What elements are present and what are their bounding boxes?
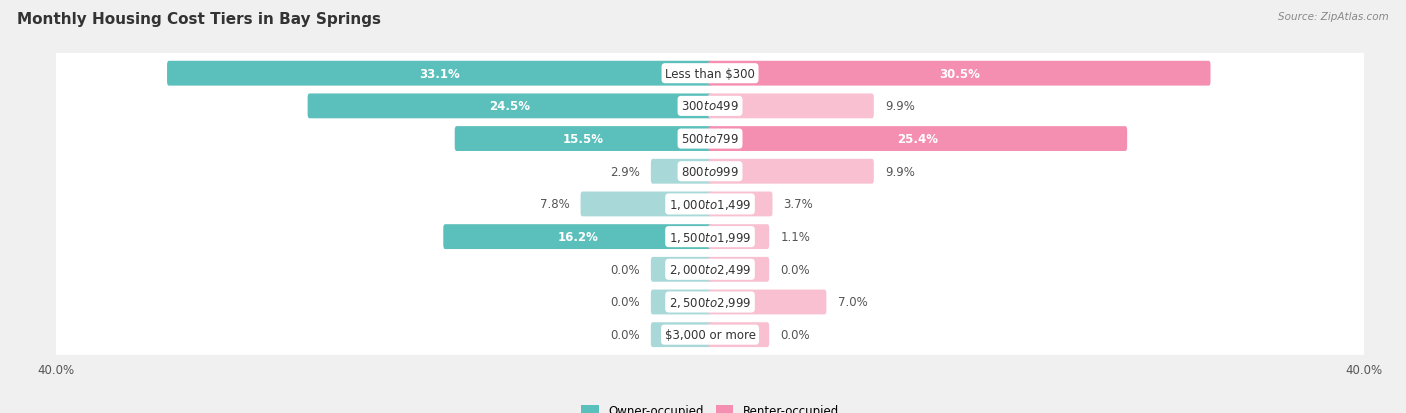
FancyBboxPatch shape: [651, 323, 711, 347]
FancyBboxPatch shape: [454, 127, 711, 152]
Text: $800 to $999: $800 to $999: [681, 165, 740, 178]
FancyBboxPatch shape: [709, 159, 873, 184]
Text: 3.7%: 3.7%: [783, 198, 813, 211]
Text: $300 to $499: $300 to $499: [681, 100, 740, 113]
Text: $3,000 or more: $3,000 or more: [665, 328, 755, 341]
Text: 16.2%: 16.2%: [557, 230, 598, 244]
FancyBboxPatch shape: [581, 192, 711, 217]
FancyBboxPatch shape: [308, 94, 711, 119]
FancyBboxPatch shape: [53, 282, 1367, 323]
FancyBboxPatch shape: [709, 192, 772, 217]
FancyBboxPatch shape: [53, 249, 1367, 290]
Text: $2,000 to $2,499: $2,000 to $2,499: [669, 263, 751, 277]
FancyBboxPatch shape: [709, 257, 769, 282]
Text: 30.5%: 30.5%: [939, 68, 980, 81]
Text: 9.9%: 9.9%: [884, 100, 915, 113]
Text: $1,000 to $1,499: $1,000 to $1,499: [669, 197, 751, 211]
FancyBboxPatch shape: [709, 225, 769, 249]
Text: 0.0%: 0.0%: [610, 296, 640, 309]
FancyBboxPatch shape: [53, 152, 1367, 192]
FancyBboxPatch shape: [167, 62, 711, 86]
FancyBboxPatch shape: [709, 94, 873, 119]
FancyBboxPatch shape: [53, 119, 1367, 159]
Text: $1,500 to $1,999: $1,500 to $1,999: [669, 230, 751, 244]
Text: 1.1%: 1.1%: [780, 230, 810, 244]
Text: 9.9%: 9.9%: [884, 165, 915, 178]
FancyBboxPatch shape: [709, 62, 1211, 86]
Text: Source: ZipAtlas.com: Source: ZipAtlas.com: [1278, 12, 1389, 22]
Text: 7.8%: 7.8%: [540, 198, 569, 211]
Text: $500 to $799: $500 to $799: [681, 133, 740, 146]
Text: 0.0%: 0.0%: [610, 328, 640, 341]
Text: $2,500 to $2,999: $2,500 to $2,999: [669, 295, 751, 309]
FancyBboxPatch shape: [53, 217, 1367, 257]
FancyBboxPatch shape: [651, 159, 711, 184]
Text: 25.4%: 25.4%: [897, 133, 938, 146]
Text: 2.9%: 2.9%: [610, 165, 640, 178]
FancyBboxPatch shape: [443, 225, 711, 249]
FancyBboxPatch shape: [709, 290, 827, 315]
FancyBboxPatch shape: [53, 54, 1367, 94]
Text: 0.0%: 0.0%: [610, 263, 640, 276]
FancyBboxPatch shape: [53, 86, 1367, 127]
Text: 7.0%: 7.0%: [838, 296, 868, 309]
FancyBboxPatch shape: [651, 257, 711, 282]
FancyBboxPatch shape: [651, 290, 711, 315]
FancyBboxPatch shape: [53, 184, 1367, 225]
Legend: Owner-occupied, Renter-occupied: Owner-occupied, Renter-occupied: [576, 399, 844, 413]
Text: 24.5%: 24.5%: [489, 100, 530, 113]
FancyBboxPatch shape: [53, 315, 1367, 355]
FancyBboxPatch shape: [709, 127, 1128, 152]
Text: Monthly Housing Cost Tiers in Bay Springs: Monthly Housing Cost Tiers in Bay Spring…: [17, 12, 381, 27]
Text: 0.0%: 0.0%: [780, 328, 810, 341]
Text: Less than $300: Less than $300: [665, 68, 755, 81]
Text: 33.1%: 33.1%: [419, 68, 460, 81]
Text: 15.5%: 15.5%: [562, 133, 603, 146]
FancyBboxPatch shape: [709, 323, 769, 347]
Text: 0.0%: 0.0%: [780, 263, 810, 276]
